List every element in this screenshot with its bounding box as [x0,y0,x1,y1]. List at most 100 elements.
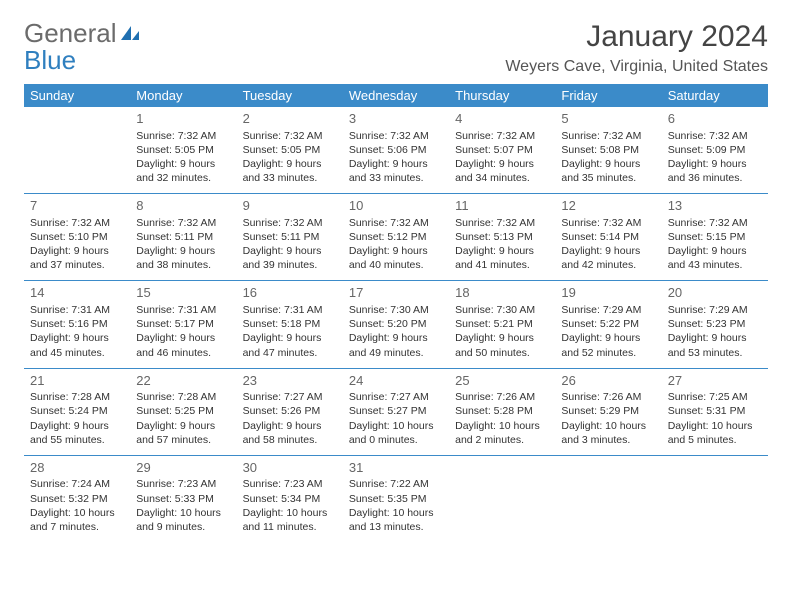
sunset-line: Sunset: 5:23 PM [668,317,762,331]
weekday-header: Sunday [24,84,130,107]
calendar-week-row: 1Sunrise: 7:32 AMSunset: 5:05 PMDaylight… [24,107,768,194]
sunset-line: Sunset: 5:16 PM [30,317,124,331]
calendar-header-row: SundayMondayTuesdayWednesdayThursdayFrid… [24,84,768,107]
sunrise-line: Sunrise: 7:32 AM [30,216,124,230]
day-number: 18 [455,284,549,302]
sunset-line: Sunset: 5:11 PM [243,230,337,244]
calendar-empty-cell [449,455,555,542]
sunrise-line: Sunrise: 7:32 AM [455,216,549,230]
day-number: 28 [30,459,124,477]
sunset-line: Sunset: 5:17 PM [136,317,230,331]
daylight-line: Daylight: 9 hours and 55 minutes. [30,419,124,447]
day-number: 16 [243,284,337,302]
day-number: 2 [243,110,337,128]
sunset-line: Sunset: 5:15 PM [668,230,762,244]
sunset-line: Sunset: 5:27 PM [349,404,443,418]
sunset-line: Sunset: 5:11 PM [136,230,230,244]
daylight-line: Daylight: 9 hours and 33 minutes. [243,157,337,185]
daylight-line: Daylight: 10 hours and 11 minutes. [243,506,337,534]
calendar-day-cell: 18Sunrise: 7:30 AMSunset: 5:21 PMDayligh… [449,281,555,368]
sunrise-line: Sunrise: 7:32 AM [243,129,337,143]
sunset-line: Sunset: 5:14 PM [561,230,655,244]
weekday-header: Monday [130,84,236,107]
calendar-day-cell: 3Sunrise: 7:32 AMSunset: 5:06 PMDaylight… [343,107,449,194]
calendar-day-cell: 29Sunrise: 7:23 AMSunset: 5:33 PMDayligh… [130,455,236,542]
day-number: 20 [668,284,762,302]
weekday-header: Friday [555,84,661,107]
calendar-week-row: 21Sunrise: 7:28 AMSunset: 5:24 PMDayligh… [24,368,768,455]
calendar-day-cell: 20Sunrise: 7:29 AMSunset: 5:23 PMDayligh… [662,281,768,368]
calendar-day-cell: 8Sunrise: 7:32 AMSunset: 5:11 PMDaylight… [130,194,236,281]
daylight-line: Daylight: 10 hours and 7 minutes. [30,506,124,534]
sunrise-line: Sunrise: 7:32 AM [136,129,230,143]
sunrise-line: Sunrise: 7:32 AM [668,129,762,143]
day-number: 23 [243,372,337,390]
calendar-empty-cell [662,455,768,542]
calendar-day-cell: 24Sunrise: 7:27 AMSunset: 5:27 PMDayligh… [343,368,449,455]
daylight-line: Daylight: 9 hours and 57 minutes. [136,419,230,447]
calendar-day-cell: 6Sunrise: 7:32 AMSunset: 5:09 PMDaylight… [662,107,768,194]
header: General Blue January 2024 Weyers Cave, V… [24,20,768,76]
calendar-day-cell: 23Sunrise: 7:27 AMSunset: 5:26 PMDayligh… [237,368,343,455]
daylight-line: Daylight: 9 hours and 50 minutes. [455,331,549,359]
sunrise-line: Sunrise: 7:30 AM [455,303,549,317]
daylight-line: Daylight: 10 hours and 3 minutes. [561,419,655,447]
sunrise-line: Sunrise: 7:23 AM [243,477,337,491]
day-number: 13 [668,197,762,215]
day-number: 19 [561,284,655,302]
sunrise-line: Sunrise: 7:26 AM [561,390,655,404]
sunrise-line: Sunrise: 7:32 AM [561,216,655,230]
sunset-line: Sunset: 5:05 PM [136,143,230,157]
sunset-line: Sunset: 5:35 PM [349,492,443,506]
calendar-day-cell: 1Sunrise: 7:32 AMSunset: 5:05 PMDaylight… [130,107,236,194]
daylight-line: Daylight: 9 hours and 36 minutes. [668,157,762,185]
sunrise-line: Sunrise: 7:23 AM [136,477,230,491]
sunset-line: Sunset: 5:20 PM [349,317,443,331]
calendar-day-cell: 2Sunrise: 7:32 AMSunset: 5:05 PMDaylight… [237,107,343,194]
sunset-line: Sunset: 5:12 PM [349,230,443,244]
day-number: 14 [30,284,124,302]
sunset-line: Sunset: 5:07 PM [455,143,549,157]
location: Weyers Cave, Virginia, United States [505,58,768,76]
daylight-line: Daylight: 10 hours and 9 minutes. [136,506,230,534]
calendar-day-cell: 9Sunrise: 7:32 AMSunset: 5:11 PMDaylight… [237,194,343,281]
sunset-line: Sunset: 5:21 PM [455,317,549,331]
daylight-line: Daylight: 9 hours and 42 minutes. [561,244,655,272]
day-number: 21 [30,372,124,390]
calendar-day-cell: 31Sunrise: 7:22 AMSunset: 5:35 PMDayligh… [343,455,449,542]
sunset-line: Sunset: 5:22 PM [561,317,655,331]
daylight-line: Daylight: 10 hours and 13 minutes. [349,506,443,534]
calendar-day-cell: 17Sunrise: 7:30 AMSunset: 5:20 PMDayligh… [343,281,449,368]
logo-text-general: General [24,18,117,48]
calendar-day-cell: 11Sunrise: 7:32 AMSunset: 5:13 PMDayligh… [449,194,555,281]
daylight-line: Daylight: 10 hours and 5 minutes. [668,419,762,447]
calendar-day-cell: 7Sunrise: 7:32 AMSunset: 5:10 PMDaylight… [24,194,130,281]
calendar-body: 1Sunrise: 7:32 AMSunset: 5:05 PMDaylight… [24,107,768,542]
calendar-day-cell: 22Sunrise: 7:28 AMSunset: 5:25 PMDayligh… [130,368,236,455]
day-number: 7 [30,197,124,215]
daylight-line: Daylight: 9 hours and 46 minutes. [136,331,230,359]
sunrise-line: Sunrise: 7:24 AM [30,477,124,491]
daylight-line: Daylight: 9 hours and 49 minutes. [349,331,443,359]
sunrise-line: Sunrise: 7:31 AM [136,303,230,317]
daylight-line: Daylight: 10 hours and 2 minutes. [455,419,549,447]
sunrise-line: Sunrise: 7:29 AM [561,303,655,317]
day-number: 30 [243,459,337,477]
sunset-line: Sunset: 5:26 PM [243,404,337,418]
logo-text-block: General Blue [24,20,141,74]
daylight-line: Daylight: 9 hours and 58 minutes. [243,419,337,447]
daylight-line: Daylight: 9 hours and 32 minutes. [136,157,230,185]
day-number: 31 [349,459,443,477]
sunset-line: Sunset: 5:33 PM [136,492,230,506]
weekday-header: Thursday [449,84,555,107]
day-number: 4 [455,110,549,128]
calendar-empty-cell [24,107,130,194]
sunrise-line: Sunrise: 7:32 AM [243,216,337,230]
day-number: 29 [136,459,230,477]
day-number: 22 [136,372,230,390]
sunset-line: Sunset: 5:24 PM [30,404,124,418]
daylight-line: Daylight: 9 hours and 40 minutes. [349,244,443,272]
day-number: 1 [136,110,230,128]
daylight-line: Daylight: 9 hours and 34 minutes. [455,157,549,185]
day-number: 27 [668,372,762,390]
